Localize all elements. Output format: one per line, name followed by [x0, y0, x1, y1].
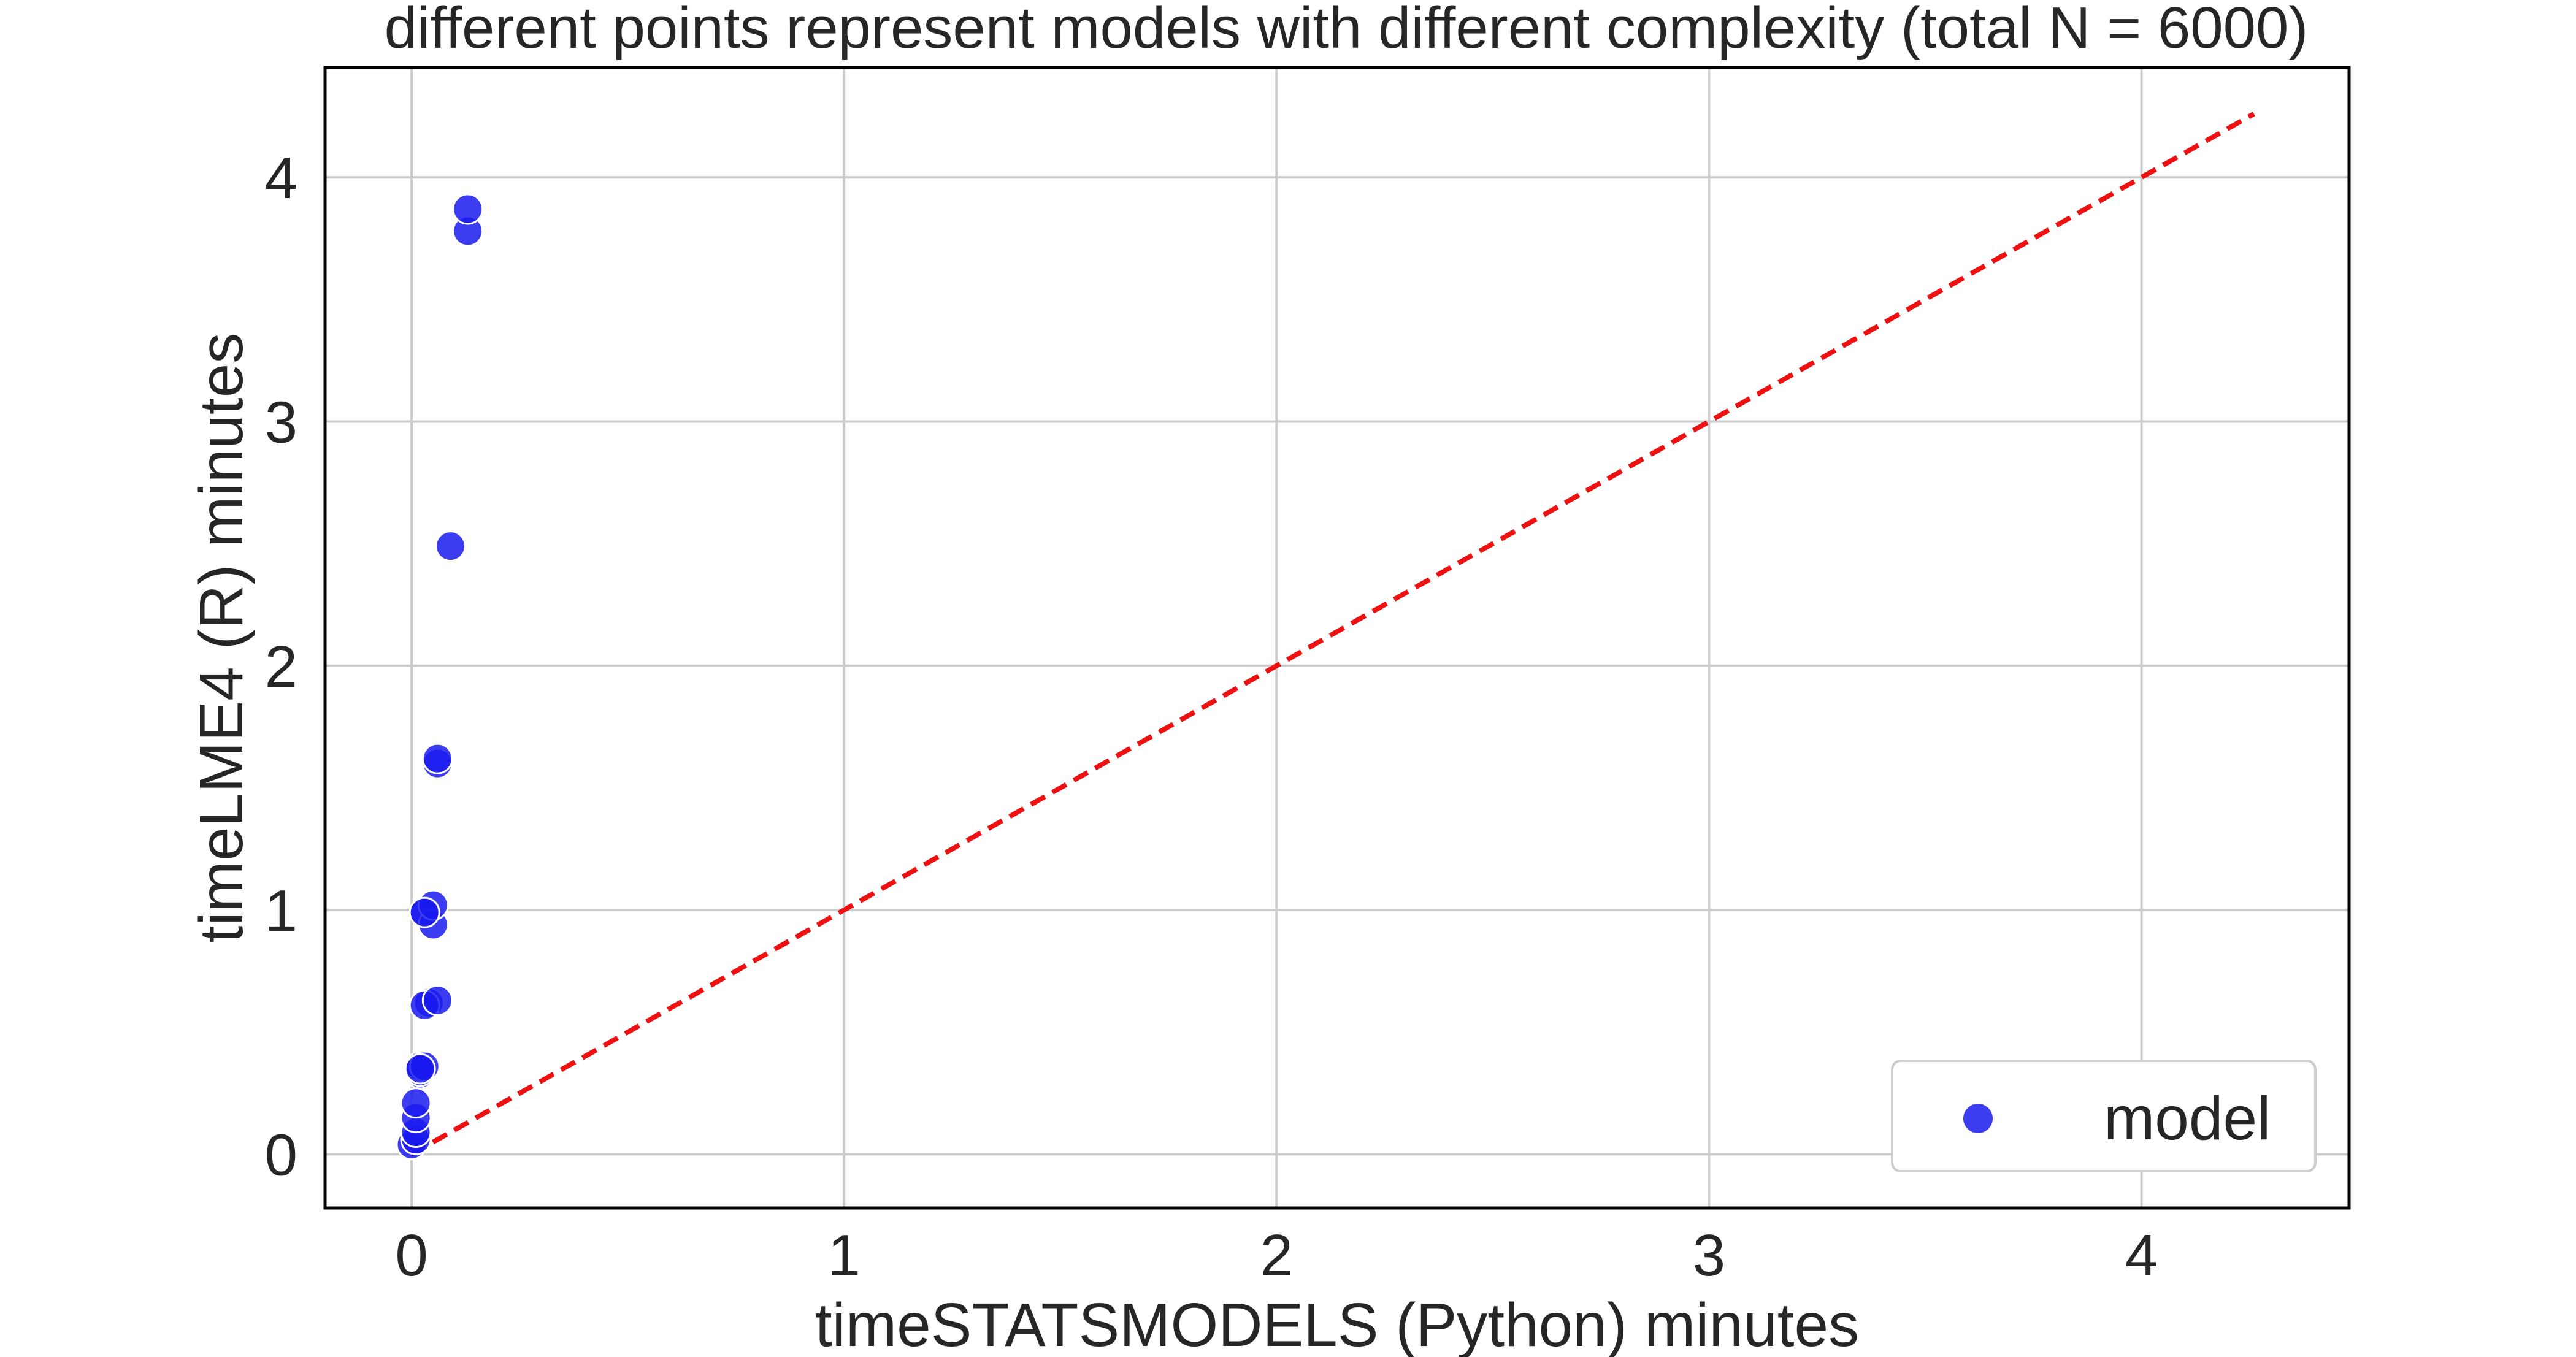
reference-line-layer — [410, 112, 2255, 1156]
x-axis-label: timeSTATSMODELS (Python) minutes — [815, 1291, 1859, 1357]
data-point — [421, 743, 453, 774]
reference-line — [410, 112, 2255, 1156]
data-point — [400, 1087, 432, 1119]
data-point — [434, 530, 466, 562]
chart-title: different points represent models with d… — [385, 0, 2309, 61]
y-tick-label: 0 — [265, 1122, 297, 1188]
y-tick-label: 2 — [265, 634, 297, 700]
tick-labels: 0 1 2 3 4 0 1 2 3 4 — [265, 145, 2158, 1288]
y-tick-label: 3 — [265, 390, 297, 456]
legend-label: model — [2104, 1084, 2271, 1153]
y-tick-label: 1 — [265, 878, 297, 944]
plot-frame — [323, 66, 2351, 1210]
y-axis-label: timeLME4 (R) minutes — [187, 333, 256, 943]
x-tick-label: 2 — [1260, 1223, 1293, 1288]
data-point — [408, 896, 440, 928]
y-tick-label: 4 — [265, 145, 297, 211]
x-tick-label: 4 — [2125, 1223, 2158, 1288]
x-tick-label: 1 — [827, 1223, 860, 1288]
grid — [325, 67, 2349, 1208]
data-point — [404, 1053, 436, 1085]
x-tick-label: 3 — [1693, 1223, 1725, 1288]
data-point — [421, 984, 453, 1016]
legend: model — [1891, 1060, 2317, 1172]
legend-marker — [1963, 1104, 1993, 1133]
points-layer — [396, 193, 484, 1160]
data-point — [452, 193, 484, 225]
legend-box — [1891, 1060, 2317, 1172]
x-tick-label: 0 — [395, 1223, 427, 1288]
